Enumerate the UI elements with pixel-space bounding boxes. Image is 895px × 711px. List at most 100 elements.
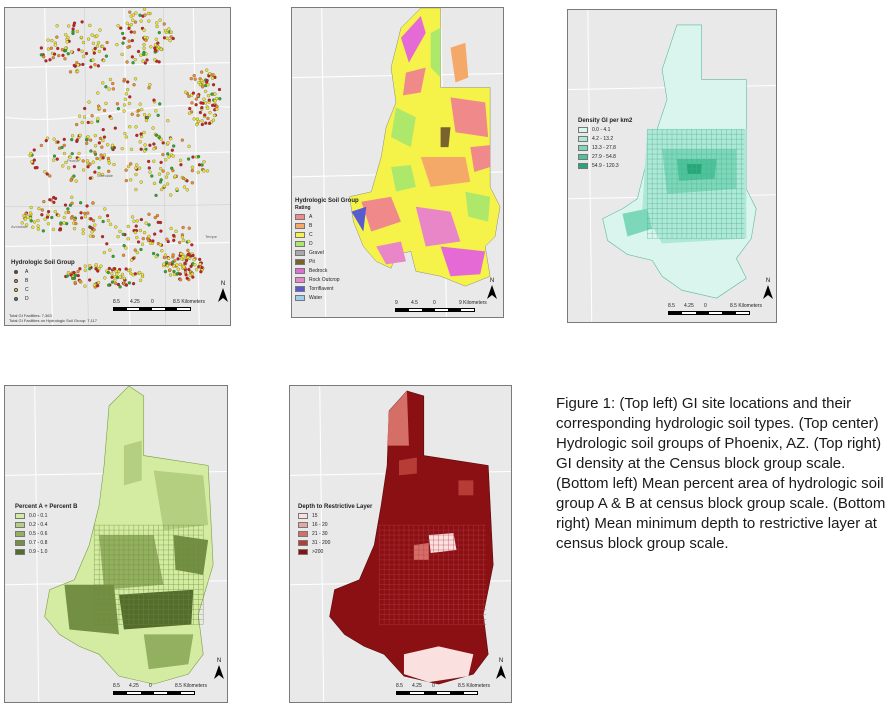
north-arrow-icon bbox=[487, 285, 497, 299]
scale-label: 8.5 bbox=[396, 683, 403, 689]
scale-bar: 9 4.5 0 9 Kilometers bbox=[395, 300, 487, 317]
legend-item: 13.3 - 27.8 bbox=[578, 143, 632, 152]
legend-swatch-icon bbox=[295, 222, 305, 229]
legend-item: B bbox=[11, 276, 75, 285]
scale-label: 0 bbox=[704, 303, 707, 309]
legend-swatch-icon bbox=[295, 294, 305, 301]
legend-item: 0.2 - 0.4 bbox=[15, 520, 77, 529]
legend-swatch-icon bbox=[295, 213, 305, 220]
place-label-peoria: Peoria bbox=[67, 158, 79, 163]
legend-soil-rating: Hydrologic Soil Group Rating A B C D Gra… bbox=[295, 198, 359, 302]
legend-swatch-icon bbox=[578, 126, 588, 133]
legend-percent-ab: Percent A + Percent B 0.0 - 0.1 0.2 - 0.… bbox=[15, 504, 77, 556]
scale-label: 0 bbox=[432, 683, 435, 689]
scale-label: 4.25 bbox=[684, 303, 694, 309]
legend-swatch-icon bbox=[298, 521, 308, 528]
legend-item: D bbox=[11, 294, 75, 303]
legend-item: Pit bbox=[295, 257, 359, 266]
legend-label: Bedrock bbox=[309, 267, 328, 274]
legend-label: 0.9 - 1.0 bbox=[29, 548, 48, 555]
place-label-glendale: Glendale bbox=[97, 173, 114, 178]
north-arrow: N bbox=[761, 278, 775, 300]
depth-choropleth bbox=[290, 386, 511, 702]
legend-label: C bbox=[25, 286, 29, 293]
basemap-gi-sites bbox=[5, 8, 230, 325]
scale-label: 4.25 bbox=[412, 683, 422, 689]
scale-label: 9 bbox=[395, 300, 398, 306]
legend-label: D bbox=[25, 295, 29, 302]
legend-dot-icon bbox=[14, 287, 18, 292]
legend-title: Percent A + Percent B bbox=[15, 504, 78, 510]
legend-gi-density: Density GI per km2 0.0 - 4.1 4.2 - 13.2 … bbox=[578, 118, 632, 170]
north-label: N bbox=[765, 278, 771, 284]
legend-label: 54.9 - 120.3 bbox=[592, 162, 619, 169]
legend-item: 0.0 - 0.1 bbox=[15, 511, 77, 520]
legend-depth-restrictive: Depth to Restrictive Layer 15 16 - 20 21… bbox=[298, 504, 372, 556]
legend-swatch-icon bbox=[15, 512, 25, 519]
north-arrow-icon bbox=[496, 665, 506, 679]
north-arrow: N bbox=[494, 658, 508, 680]
scale-label: 8.5 Kilometers bbox=[458, 683, 490, 689]
legend-swatch-icon bbox=[295, 285, 305, 292]
legend-item: 54.9 - 120.3 bbox=[578, 161, 632, 170]
legend-swatch-icon bbox=[15, 548, 25, 555]
north-arrow: N bbox=[485, 278, 499, 300]
legend-label: 13.3 - 27.8 bbox=[592, 144, 616, 151]
legend-label: 21 - 30 bbox=[312, 530, 328, 537]
legend-label: Pit bbox=[309, 258, 315, 265]
north-label: N bbox=[216, 658, 222, 664]
legend-label: Gravel bbox=[309, 249, 324, 256]
legend-item: 0.7 - 0.8 bbox=[15, 538, 77, 547]
legend-label: Water bbox=[309, 294, 323, 301]
scale-label: 4.25 bbox=[129, 683, 139, 689]
scale-label: 8.5 bbox=[113, 683, 120, 689]
legend-item: 0.0 - 4.1 bbox=[578, 125, 632, 134]
place-label-tempe: Tempe bbox=[205, 234, 218, 239]
legend-dot-icon bbox=[14, 269, 18, 274]
note-facilities-on-soil: Total GI Facilities on Hydrologic Soil G… bbox=[9, 318, 97, 323]
map-percent-ab: Percent A + Percent B 0.0 - 0.1 0.2 - 0.… bbox=[4, 385, 228, 703]
legend-label: 0.5 - 0.6 bbox=[29, 530, 48, 537]
legend-item: >200 bbox=[298, 547, 372, 556]
percent-ab-choropleth bbox=[5, 386, 227, 702]
legend-dot-icon bbox=[14, 296, 18, 301]
legend-label: A bbox=[309, 213, 313, 220]
place-label-avondale: Avondale bbox=[11, 224, 28, 229]
scale-label: 9 Kilometers bbox=[459, 300, 487, 306]
north-label: N bbox=[498, 658, 504, 664]
legend-item: A bbox=[11, 267, 75, 276]
scale-bar: 8.5 4.25 0 8.5 Kilometers bbox=[113, 299, 205, 317]
north-arrow-icon bbox=[218, 288, 228, 302]
gi-site-points bbox=[20, 8, 222, 289]
legend-item: 4.2 - 13.2 bbox=[578, 134, 632, 143]
legend-swatch-icon bbox=[15, 530, 25, 537]
legend-subtitle: Rating bbox=[295, 205, 311, 211]
legend-swatch-icon bbox=[15, 521, 25, 528]
scale-label: 8.5 Kilometers bbox=[175, 683, 207, 689]
north-arrow-icon bbox=[214, 665, 224, 679]
legend-item: 31 - 200 bbox=[298, 538, 372, 547]
legend-label: 0.0 - 4.1 bbox=[592, 126, 611, 133]
legend-title: Hydrologic Soil Group bbox=[295, 198, 359, 204]
map-gi-sites: Glendale Peoria Tempe Avondale Hydrologi… bbox=[4, 7, 231, 326]
density-choropleth bbox=[568, 10, 776, 322]
legend-label: 0.7 - 0.8 bbox=[29, 539, 48, 546]
legend-item: 0.5 - 0.6 bbox=[15, 529, 77, 538]
scale-label: 8.5 Kilometers bbox=[173, 299, 205, 305]
legend-label: 0.0 - 0.1 bbox=[29, 512, 48, 519]
legend-swatch-icon bbox=[295, 258, 305, 265]
legend-item: 21 - 30 bbox=[298, 529, 372, 538]
legend-item: Water bbox=[295, 293, 359, 302]
map-gi-density: Density GI per km2 0.0 - 4.1 4.2 - 13.2 … bbox=[567, 9, 777, 323]
scale-bar: 8.5 4.25 0 8.5 Kilometers bbox=[668, 303, 762, 321]
legend-title: Depth to Restrictive Layer bbox=[298, 504, 373, 510]
legend-item: Gravel bbox=[295, 248, 359, 257]
legend-swatch-icon bbox=[298, 539, 308, 546]
scale-label: 8.5 bbox=[113, 299, 120, 305]
scale-label: 8.5 bbox=[668, 303, 675, 309]
north-arrow: N bbox=[212, 658, 226, 680]
legend-label: D bbox=[309, 240, 313, 247]
legend-swatch-icon bbox=[298, 530, 308, 537]
facility-notes: Total GI Facilities: 7,363 Total GI Faci… bbox=[9, 313, 97, 323]
scale-label: 0 bbox=[149, 683, 152, 689]
